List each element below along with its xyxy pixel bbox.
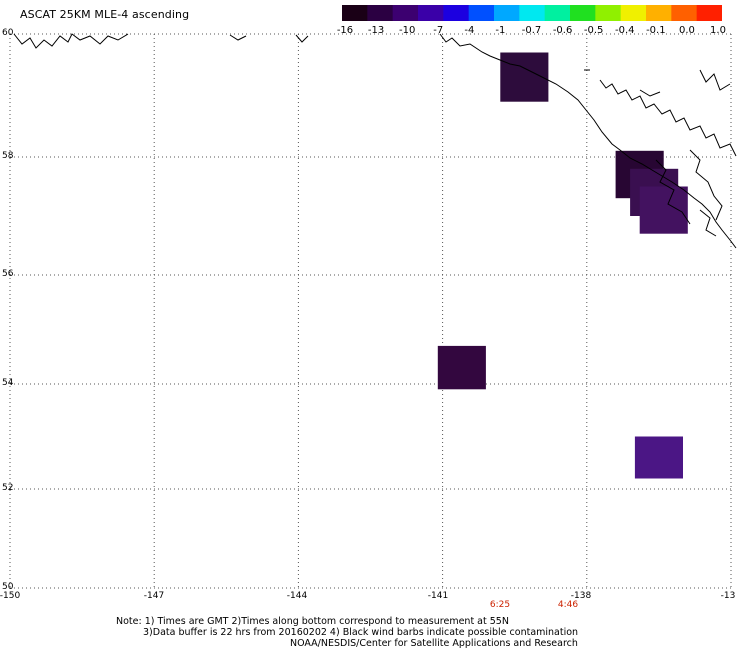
colorbar [342,5,723,21]
colorbar-label: -0.6 [552,25,573,36]
lon-label-135: -13 [720,591,736,601]
colorbar-swatch [544,5,571,21]
colorbar-swatch [443,5,470,21]
graticule [9,33,732,589]
map-title: ASCAT 25KM MLE-4 ascending [20,8,190,21]
colorbar-swatch [367,5,394,21]
colorbar-swatch [570,5,596,21]
data-cell [639,186,688,234]
lon-label-138: -138 [570,591,592,601]
colorbar-label: -16 [336,25,354,36]
colorbar-label: -0.5 [583,25,604,36]
swath-time-1: 6:25 [489,600,511,610]
lat-label-54: 54 [2,378,14,388]
coastline [13,33,737,249]
colorbar-swatch [468,5,495,21]
coast-inlets [639,69,731,221]
coast-islands-west [229,34,309,43]
colorbar-swatch [392,5,419,21]
colorbar-label: -10 [398,25,416,36]
colorbar-label: -0.4 [614,25,635,36]
colorbar-swatch [418,5,444,21]
colorbar-swatch [342,5,368,21]
coast-panhandle [599,79,737,157]
note-line-2: 3)Data buffer is 22 hrs from 20160202 4)… [143,627,579,638]
colorbar-label: -0.7 [521,25,542,36]
lat-label-52: 52 [2,483,14,493]
colorbar-label: -1 [495,25,506,36]
colorbar-swatch [494,5,520,21]
lon-label-144: -144 [286,591,308,601]
coast-islands-south [655,159,717,237]
lon-label-150: -150 [0,591,21,601]
coast-alaska-north [13,33,129,49]
colorbar-label: -13 [367,25,385,36]
colorbar-label: 0.0 [678,25,695,36]
colorbar-swatch [620,5,647,21]
colorbar-swatch [671,5,698,21]
lat-label-60: 60 [2,28,14,38]
coast-gulf-alaska [439,33,737,249]
lat-label-56: 56 [2,269,14,279]
data-cell [437,345,486,390]
colorbar-label: -4 [464,25,475,36]
data-cell [500,52,549,102]
lat-label-50: 50 [2,582,14,592]
lat-label-58: 58 [2,151,14,161]
lon-label-147: -147 [143,591,165,601]
colorbar-swatches [342,5,723,21]
colorbar-swatch [519,5,546,21]
note-line-1: Note: 1) Times are GMT 2)Times along bot… [116,616,509,627]
swath-time-2: 4:46 [557,600,579,610]
colorbar-label: -0.1 [646,25,666,36]
colorbar-label: -7 [433,25,444,36]
lon-label-141: -141 [427,591,449,601]
colorbar-swatch [595,5,622,21]
colorbar-label: 1.0 [710,25,726,36]
note-line-3: NOAA/NESDIS/Center for Satellite Applica… [290,638,578,649]
colorbar-swatch [646,5,672,21]
data-cell [634,436,683,479]
colorbar-swatch [696,5,723,21]
wind-data-cells [437,52,688,479]
